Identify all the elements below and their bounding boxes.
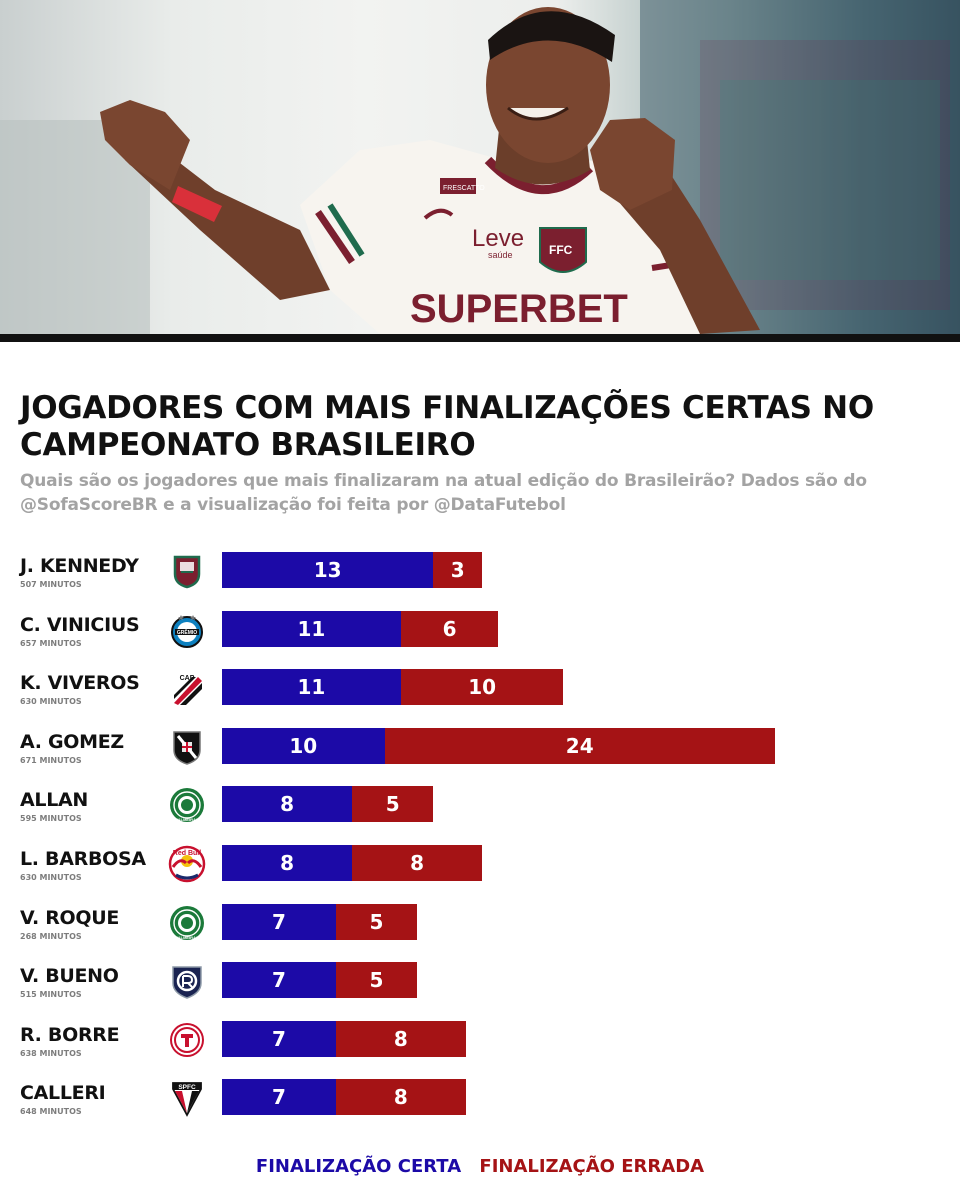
legend-finalizacao-errada: FINALIZAÇÃO ERRADA — [479, 1156, 705, 1177]
svg-text:Red Bull: Red Bull — [173, 850, 201, 857]
player-minutes: 515 MINUTOS — [20, 990, 82, 1000]
gremio-crest: GRÊMIO — [168, 611, 206, 649]
bar-value-label: 5 — [385, 792, 400, 817]
player-name: L. BARBOSA — [20, 848, 146, 870]
player-minutes: 595 MINUTOS — [20, 814, 82, 824]
bar-value-label: 6 — [442, 616, 457, 641]
bar-finalizacao-errada: 3 — [433, 552, 483, 588]
svg-text:GRÊMIO: GRÊMIO — [177, 628, 197, 636]
chart-subtitle: Quais são os jogadores que mais finaliza… — [20, 471, 867, 515]
bar-value-label: 8 — [280, 792, 294, 817]
svg-text:PALMEIRAS: PALMEIRAS — [175, 817, 199, 822]
bar-finalizacao-errada: 24 — [384, 727, 775, 764]
player-row: CALLERI 648 MINUTOS SPFC 7 8 — [0, 1077, 960, 1118]
bar-finalizacao-certa: 7 — [222, 962, 336, 999]
bar-value-label: 11 — [297, 616, 326, 641]
chart-legend: FINALIZAÇÃO CERTA FINALIZAÇÃO ERRADA — [0, 1155, 960, 1179]
player-minutes: 268 MINUTOS — [20, 931, 82, 941]
vasco-crest — [168, 728, 206, 766]
bar-value-label: 11 — [297, 675, 326, 700]
internacional-crest — [168, 1021, 206, 1059]
player-name: V. BUENO — [20, 965, 119, 988]
bar-finalizacao-certa: 13 — [222, 552, 434, 588]
player-row: ALLAN 595 MINUTOS PALMEIRAS 8 5 — [0, 784, 960, 824]
player-row: L. BARBOSA 630 MINUTOS Red Bull 8 8 — [0, 843, 960, 883]
bar-finalizacao-errada: 6 — [400, 610, 499, 647]
bar-finalizacao-errada: 5 — [352, 786, 434, 823]
bar-value-label: 7 — [271, 1085, 286, 1110]
player-minutes: 648 MINUTOS — [20, 1107, 82, 1117]
bar-finalizacao-errada: 8 — [352, 845, 483, 881]
bar-finalizacao-errada: 8 — [335, 1020, 466, 1057]
fluminense-crest — [168, 552, 206, 590]
player-row: K. VIVEROS 630 MINUTOS CAP 11 10 — [0, 667, 960, 707]
svg-text:PALMEIRAS: PALMEIRAS — [175, 935, 199, 940]
bar-finalizacao-certa: 8 — [222, 845, 353, 881]
player-name: K. VIVEROS — [20, 672, 140, 695]
svg-text:SPFC: SPFC — [178, 1084, 196, 1091]
bar-value-label: 7 — [271, 1026, 286, 1051]
player-row: C. VINICIUS 657 MINUTOS GRÊMIO 11 6 — [0, 609, 960, 649]
player-minutes: 638 MINUTOS — [20, 1048, 82, 1058]
hero-photo: SUPERBET Leve saúde FRESCATTO FFC — [0, 0, 960, 334]
bar-value-label: 3 — [450, 558, 465, 582]
player-name: J. KENNEDY — [20, 555, 139, 577]
bar-value-label: 8 — [393, 1085, 408, 1110]
player-name: ALLAN — [20, 789, 89, 812]
legend-finalizacao-certa: FINALIZAÇÃO CERTA — [255, 1156, 462, 1177]
bar-value-label: 8 — [393, 1026, 408, 1051]
shirt-brand-sub-text: saúde — [488, 250, 513, 260]
player-row: A. GOMEZ 671 MINUTOS 10 24 — [0, 726, 960, 766]
bar-value-label: 5 — [369, 909, 384, 934]
bar-value-label: 24 — [565, 733, 594, 758]
player-minutes: 630 MINUTOS — [20, 873, 82, 882]
shirt-brand-text: Leve — [472, 225, 524, 252]
sao-paulo-crest: SPFC — [168, 1079, 206, 1118]
player-row: V. ROQUE 268 MINUTOS PALMEIRAS 7 5 — [0, 902, 960, 942]
bar-finalizacao-certa: 11 — [222, 669, 401, 706]
player-row: J. KENNEDY 507 MINUTOS 13 3 — [0, 550, 960, 590]
bar-value-label: 7 — [271, 968, 286, 993]
remo-crest — [168, 962, 206, 1000]
player-name: CALLERI — [20, 1082, 106, 1105]
player-row: R. BORRE 638 MINUTOS 7 8 — [0, 1019, 960, 1059]
player-celebration-illustration: SUPERBET Leve saúde FRESCATTO FFC — [0, 0, 960, 334]
bar-finalizacao-certa: 8 — [222, 786, 353, 823]
bar-finalizacao-errada: 8 — [335, 1079, 466, 1116]
player-row: V. BUENO 515 MINUTOS 7 5 — [0, 960, 960, 1000]
player-name: C. VINICIUS — [20, 613, 140, 636]
shirt-crest-text: FFC — [549, 243, 573, 257]
bar-finalizacao-errada: 5 — [335, 962, 418, 999]
player-minutes: 507 MINUTOS — [20, 580, 82, 589]
athletico-crest: CAP — [168, 669, 206, 707]
bar-finalizacao-errada: 5 — [335, 903, 418, 940]
bar-value-label: 8 — [280, 851, 294, 875]
bar-value-label: 13 — [313, 558, 342, 582]
player-name: A. GOMEZ — [20, 730, 124, 753]
hero-divider — [0, 334, 960, 342]
bragantino-crest: Red Bull — [168, 845, 206, 883]
player-name: V. ROQUE — [20, 906, 120, 929]
bar-finalizacao-certa: 10 — [222, 727, 385, 764]
bar-value-label: 8 — [410, 851, 425, 875]
player-minutes: 671 MINUTOS — [20, 755, 82, 765]
bar-value-label: 10 — [468, 675, 497, 700]
bar-value-label: 10 — [289, 733, 318, 758]
bar-finalizacao-certa: 7 — [222, 1079, 336, 1116]
bar-finalizacao-certa: 7 — [222, 903, 336, 940]
palmeiras-crest: PALMEIRAS — [168, 904, 206, 942]
shirt-collar-sponsor-text: FRESCATTO — [443, 185, 485, 192]
bar-finalizacao-errada: 10 — [400, 669, 564, 706]
player-minutes: 630 MINUTOS — [20, 697, 82, 707]
player-name: R. BORRE — [20, 1023, 120, 1046]
svg-text:CAP: CAP — [180, 675, 195, 682]
palmeiras-crest: PALMEIRAS — [168, 786, 206, 824]
bar-value-label: 7 — [271, 909, 286, 934]
player-minutes: 657 MINUTOS — [20, 638, 82, 648]
bar-value-label: 5 — [369, 968, 384, 993]
chart-title: JOGADORES COM MAIS FINALIZAÇÕES CERTAS N… — [20, 390, 874, 463]
bar-finalizacao-certa: 7 — [222, 1020, 336, 1057]
shirt-sponsor-text: SUPERBET — [410, 287, 628, 331]
bar-finalizacao-certa: 11 — [222, 610, 401, 647]
